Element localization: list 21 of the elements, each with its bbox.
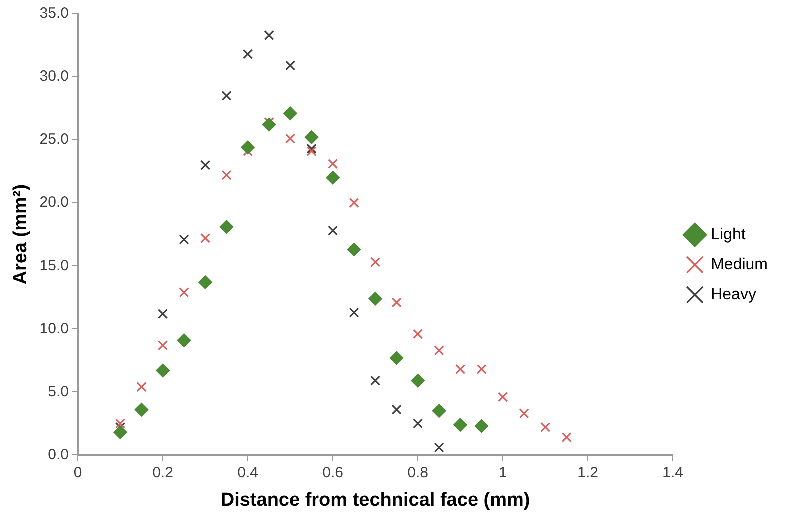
y-tick-label: 25.0 [40,131,69,148]
y-tick-label: 0.0 [48,446,69,464]
x-tick-label: 1.2 [578,464,599,482]
y-tick-label: 10.0 [40,320,69,338]
x-tick-label: 0.2 [152,464,174,482]
y-tick-label: 20.0 [40,194,69,212]
y-tick-label: 35.0 [40,5,69,22]
y-tick-label: 15.0 [40,257,69,274]
x-axis-title: Distance from technical face (mm) [220,490,530,511]
x-tick-label: 0.6 [322,464,344,482]
x-tick-label: 0 [74,464,82,482]
y-tick-label: 5.0 [48,383,69,400]
x-tick-label: 0.4 [238,464,258,482]
x-tick-label: 1 [498,464,508,482]
y-tick-label: 30.0 [40,68,69,86]
legend-label: Medium [711,256,768,274]
x-tick-label: 1.4 [662,464,684,482]
legend-label: Light [711,226,746,244]
legend-label: Heavy [711,286,756,304]
x-tick-label: 0.8 [408,464,428,482]
y-axis-title: Area (mm²) [10,184,32,285]
